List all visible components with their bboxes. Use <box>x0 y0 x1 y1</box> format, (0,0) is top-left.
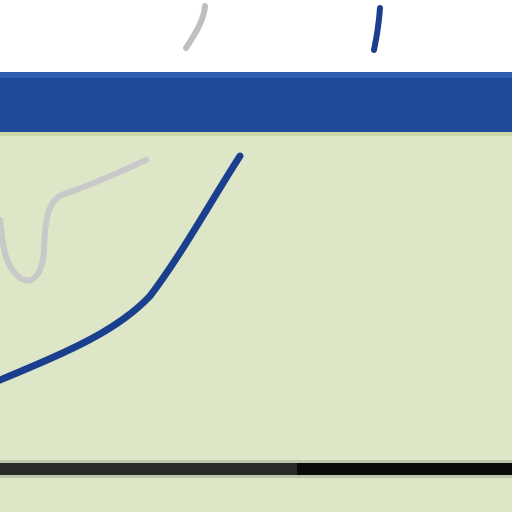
status-strip <box>0 452 512 512</box>
progress-track-end <box>300 465 512 471</box>
toolbar-area <box>0 0 512 72</box>
drawing-canvas[interactable] <box>0 136 512 452</box>
progress-fill <box>0 463 297 475</box>
title-bar[interactable] <box>0 72 512 136</box>
progress-bar <box>0 460 512 478</box>
